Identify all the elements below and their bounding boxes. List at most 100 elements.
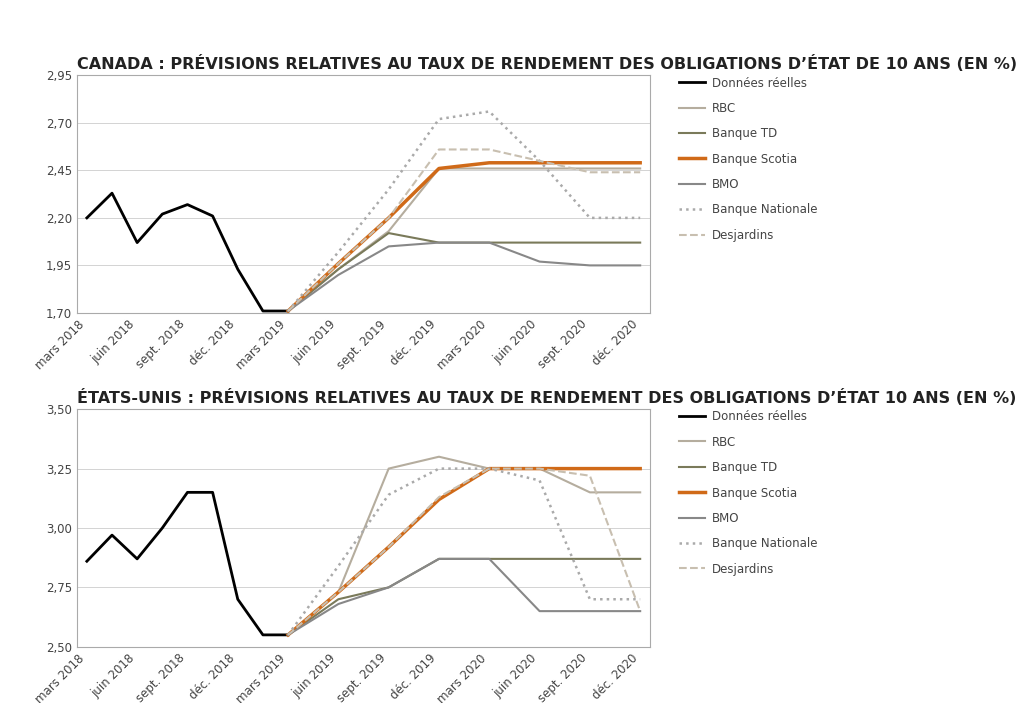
Banque Scotia [483, 159, 496, 167]
RBC [282, 307, 294, 315]
Line: Desjardins: Desjardins [288, 469, 640, 635]
Données réelles [231, 265, 244, 273]
Desjardins [483, 146, 496, 154]
BMO [483, 555, 496, 563]
Banque Nationale [634, 214, 646, 222]
Text: ÉTATS-UNIS : PRÉVISIONS RELATIVES AU TAUX DE RENDEMENT DES OBLIGATIONS D’ÉTAT 10: ÉTATS-UNIS : PRÉVISIONS RELATIVES AU TAU… [77, 389, 1016, 406]
Desjardins [282, 631, 294, 639]
Line: RBC: RBC [288, 457, 640, 635]
Banque Scotia [282, 631, 294, 639]
Banque Scotia [433, 495, 445, 503]
Line: Desjardins: Desjardins [288, 150, 640, 311]
Données réelles [207, 488, 219, 496]
Données réelles [207, 212, 219, 220]
Banque TD [634, 238, 646, 247]
Données réelles [81, 557, 93, 565]
Banque TD [332, 265, 344, 273]
Données réelles [181, 488, 194, 496]
Line: Données réelles: Données réelles [87, 492, 288, 635]
BMO [534, 607, 546, 615]
Legend: Données réelles, RBC, Banque TD, Banque Scotia, BMO, Banque Nationale, Desjardin: Données réelles, RBC, Banque TD, Banque … [679, 411, 817, 576]
RBC [483, 465, 496, 473]
Desjardins [433, 493, 445, 501]
Desjardins [483, 465, 496, 473]
BMO [282, 307, 294, 315]
Données réelles [157, 210, 169, 219]
Line: Banque Scotia: Banque Scotia [288, 469, 640, 635]
Banque Scotia [584, 465, 596, 473]
Desjardins [534, 465, 546, 473]
Banque Scotia [332, 259, 344, 268]
RBC [332, 265, 344, 273]
Banque Scotia [383, 214, 395, 222]
RBC [584, 165, 596, 173]
RBC [634, 488, 646, 496]
Banque TD [282, 631, 294, 639]
Banque Nationale [584, 595, 596, 603]
Text: CANADA : PRÉVISIONS RELATIVES AU TAUX DE RENDEMENT DES OBLIGATIONS D’ÉTAT DE 10 : CANADA : PRÉVISIONS RELATIVES AU TAUX DE… [77, 56, 1017, 72]
Desjardins [383, 214, 395, 222]
Banque Nationale [483, 465, 496, 473]
Banque Scotia [483, 465, 496, 473]
Desjardins [534, 157, 546, 165]
Banque Nationale [383, 491, 395, 499]
Line: Banque Nationale: Banque Nationale [288, 112, 640, 311]
Banque Scotia [534, 159, 546, 167]
BMO [634, 607, 646, 615]
Banque Nationale [584, 214, 596, 222]
Banque Nationale [282, 631, 294, 639]
RBC [534, 165, 546, 173]
BMO [383, 242, 395, 250]
Banque Nationale [483, 108, 496, 116]
Desjardins [634, 607, 646, 615]
BMO [433, 238, 445, 247]
Desjardins [433, 146, 445, 154]
Banque Scotia [584, 159, 596, 167]
RBC [433, 453, 445, 461]
BMO [483, 238, 496, 247]
Données réelles [105, 189, 118, 198]
RBC [483, 165, 496, 173]
Desjardins [584, 168, 596, 176]
Banque TD [634, 555, 646, 563]
BMO [584, 607, 596, 615]
RBC [534, 465, 546, 473]
Banque TD [282, 307, 294, 315]
Line: Banque Scotia: Banque Scotia [288, 163, 640, 311]
Line: BMO: BMO [288, 243, 640, 311]
Banque Nationale [433, 115, 445, 123]
Line: Données réelles: Données réelles [87, 193, 288, 311]
Données réelles [282, 307, 294, 315]
Données réelles [257, 631, 269, 639]
Banque Nationale [282, 307, 294, 315]
Banque Scotia [332, 588, 344, 596]
Desjardins [332, 259, 344, 268]
BMO [534, 257, 546, 266]
BMO [332, 271, 344, 279]
Données réelles [131, 238, 143, 247]
Banque Nationale [433, 465, 445, 473]
Données réelles [81, 214, 93, 222]
Desjardins [282, 307, 294, 315]
Banque TD [584, 555, 596, 563]
RBC [332, 588, 344, 596]
Banque Nationale [332, 248, 344, 257]
Banque Scotia [634, 159, 646, 167]
BMO [433, 555, 445, 563]
RBC [282, 631, 294, 639]
Banque Nationale [383, 185, 395, 193]
Données réelles [282, 631, 294, 639]
Banque TD [534, 555, 546, 563]
Line: BMO: BMO [288, 559, 640, 635]
Banque TD [433, 555, 445, 563]
Banque TD [383, 583, 395, 592]
Banque Nationale [534, 476, 546, 484]
Desjardins [584, 472, 596, 480]
Données réelles [157, 524, 169, 532]
Banque TD [534, 238, 546, 247]
Données réelles [181, 200, 194, 209]
Banque Scotia [383, 543, 395, 551]
RBC [433, 165, 445, 173]
Banque Nationale [534, 157, 546, 165]
BMO [282, 631, 294, 639]
